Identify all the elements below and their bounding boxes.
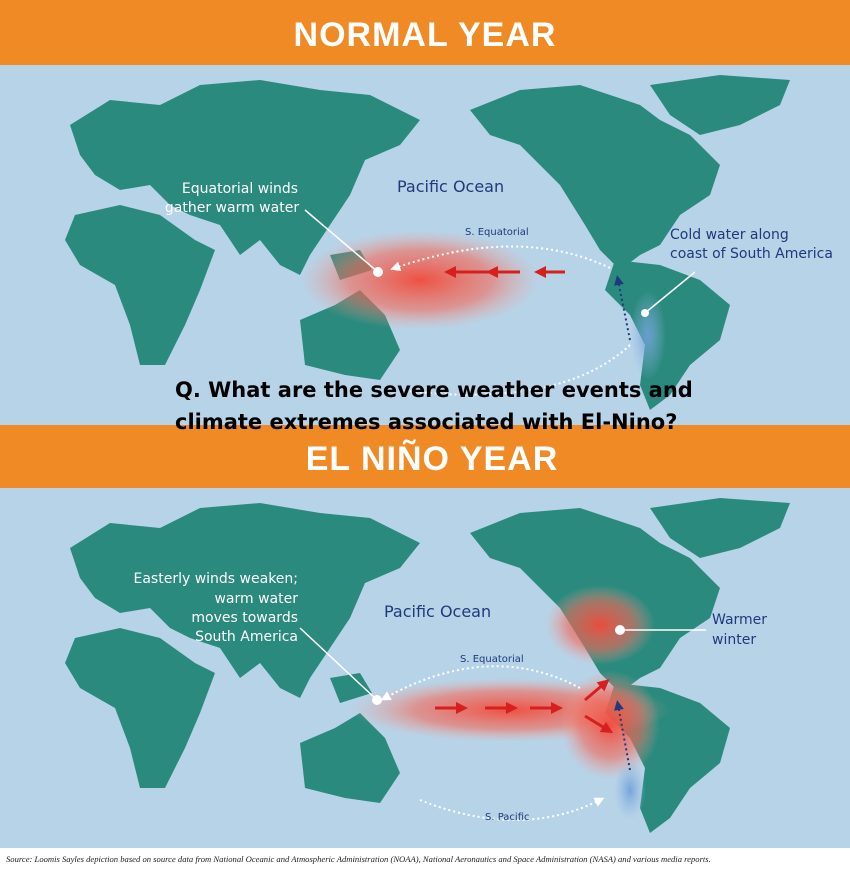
ocean-label: Pacific Ocean: [384, 602, 491, 621]
cold-arrow: [613, 700, 631, 771]
current-label: S. Equatorial: [465, 227, 529, 238]
current-arrow: [390, 245, 611, 272]
cold-water: [630, 290, 666, 380]
source-note: Source: Loomis Sayles depiction based on…: [6, 854, 711, 864]
question: Q. What are the severe weather events an…: [175, 378, 693, 434]
leader-line: [299, 627, 378, 701]
banner: [0, 0, 850, 65]
banner: [0, 425, 850, 488]
annotation: Easterly winds weaken; warm water moves to…: [134, 571, 299, 645]
warm-water: [300, 230, 540, 330]
marker: [373, 267, 383, 277]
current-arrow: [380, 665, 581, 701]
panel-title: EL NIÑO YEAR: [306, 440, 559, 478]
marker: [615, 625, 625, 635]
current-label: S. Equatorial: [460, 654, 524, 665]
cold-arrow: [614, 275, 631, 341]
current-label: S. Pacific: [485, 812, 530, 823]
panel-title: NORMAL YEAR: [294, 16, 557, 54]
cold-water: [614, 760, 646, 820]
warm-water: [545, 585, 655, 665]
annotation: Cold water along coast of South America: [670, 227, 833, 262]
annotation: Warmer winter: [712, 612, 767, 648]
leader-line: [644, 271, 696, 314]
wind-arrows: [435, 679, 614, 734]
ocean-label: Pacific Ocean: [397, 177, 504, 196]
marker: [641, 309, 649, 317]
leader-line: [304, 209, 379, 273]
marker: [372, 695, 382, 705]
annotation: Equatorial winds gather warm water: [165, 181, 299, 216]
